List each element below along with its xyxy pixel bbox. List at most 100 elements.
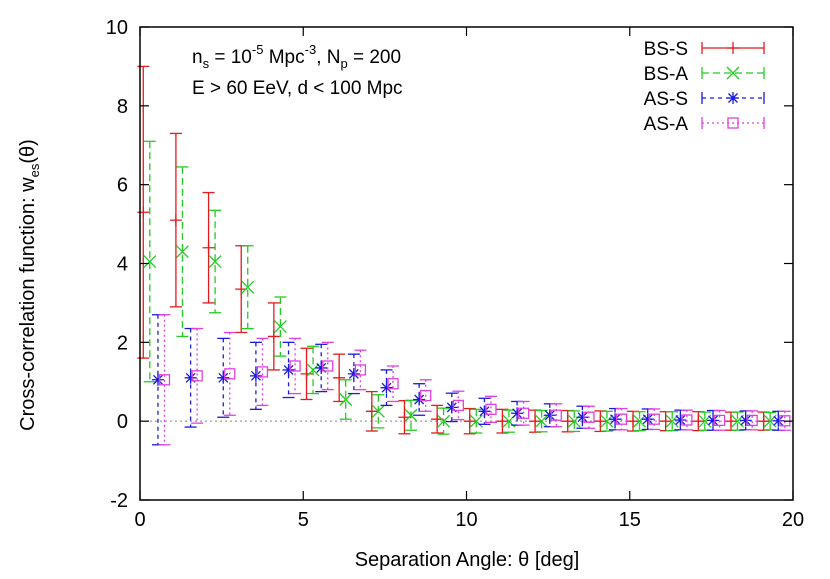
data-point — [583, 411, 595, 423]
ann-n-sub: s — [203, 56, 210, 71]
y-tick-label: -2 — [110, 490, 128, 512]
data-point — [550, 409, 562, 421]
data-point — [707, 414, 720, 427]
data-point — [543, 409, 556, 422]
y-axis-label: Cross-correlation function: wes(θ) — [17, 139, 42, 431]
data-point — [322, 360, 334, 372]
data-point — [241, 280, 255, 294]
data-point — [485, 403, 497, 415]
data-point — [713, 414, 726, 427]
data-point — [469, 414, 483, 428]
series-as-s — [151, 314, 785, 446]
data-point — [724, 415, 737, 428]
data-point — [692, 415, 705, 428]
ann-p-sub: p — [340, 56, 347, 71]
x-axis-label: Separation Angle: θ [deg] — [355, 549, 580, 571]
data-point — [333, 371, 346, 384]
data-point — [224, 368, 236, 380]
data-point — [627, 415, 640, 428]
x-tick-label: 0 — [134, 509, 145, 531]
y-tick-label: 8 — [117, 96, 128, 118]
data-point — [184, 371, 197, 384]
data-point — [535, 414, 549, 428]
data-point — [413, 393, 426, 406]
data-point — [365, 405, 378, 418]
data-point — [267, 330, 280, 343]
data-point — [609, 413, 622, 426]
data-point — [600, 414, 614, 428]
series-bs-a — [143, 140, 777, 435]
legend-label: AS-A — [644, 114, 689, 135]
data-point — [517, 407, 530, 419]
series-as-a — [158, 314, 791, 446]
data-point — [674, 413, 687, 426]
data-point — [665, 414, 679, 428]
data-point — [496, 415, 509, 428]
data-point — [648, 413, 660, 425]
data-point — [282, 363, 295, 376]
ann-n: n — [192, 47, 203, 68]
data-point — [169, 214, 182, 227]
data-point — [615, 413, 628, 425]
data-point — [300, 367, 313, 380]
ann-exp1: -5 — [252, 42, 264, 57]
y-tick-label: 6 — [117, 175, 128, 197]
data-point — [576, 411, 589, 424]
data-point — [478, 405, 491, 418]
data-point — [772, 414, 785, 427]
legend-marker — [727, 42, 739, 54]
ann-eq2: = 200 — [348, 47, 401, 68]
data-point — [191, 370, 203, 382]
data-point — [289, 360, 301, 372]
annotation-line-1: ns = 10-5 Mpc-3, Np = 200 — [192, 42, 401, 71]
data-point — [347, 367, 360, 380]
data-point — [387, 378, 399, 390]
data-point — [249, 369, 262, 382]
data-point — [561, 415, 574, 428]
data-point — [463, 415, 476, 428]
data-point — [437, 414, 451, 428]
ann-eq1: = 10 — [209, 47, 252, 68]
data-point — [256, 366, 269, 378]
y-axis-label-sub: es — [27, 163, 42, 177]
ann-exp2: -3 — [305, 42, 317, 57]
data-point — [208, 255, 222, 268]
data-point — [420, 389, 432, 402]
y-axis-label-main: Cross-correlation function: w — [17, 177, 39, 431]
legend-label: BS-S — [644, 39, 688, 60]
data-point — [151, 373, 164, 386]
data-point — [445, 401, 458, 414]
x-tick-label: 20 — [782, 509, 804, 531]
ann-sep: , N — [316, 47, 340, 68]
data-point — [511, 407, 524, 420]
data-point — [143, 255, 157, 268]
annotation-line-2: E > 60 EeV, d < 100 Mpc — [192, 78, 403, 99]
series-bs-s — [137, 65, 770, 435]
data-point — [529, 415, 542, 428]
data-point — [315, 361, 328, 374]
ann-unit: Mpc — [263, 47, 304, 68]
data-point — [641, 413, 654, 426]
data-point — [594, 415, 607, 428]
x-tick-label: 15 — [619, 509, 641, 531]
legend-marker — [727, 117, 739, 129]
data-point — [273, 320, 287, 334]
data-point — [202, 241, 215, 254]
data-point — [371, 404, 385, 418]
data-point — [158, 374, 171, 386]
data-point — [452, 399, 464, 412]
y-tick-label: 2 — [117, 332, 128, 354]
data-layer — [137, 65, 793, 446]
data-point — [306, 363, 320, 377]
legend-label: AS-S — [644, 89, 688, 110]
data-point — [659, 415, 672, 428]
data-point — [339, 393, 353, 406]
legend-marker — [727, 92, 739, 104]
data-point — [633, 414, 647, 428]
y-tick-label: 10 — [106, 17, 128, 39]
data-point — [681, 414, 693, 426]
data-point — [404, 408, 418, 422]
x-tick-label: 5 — [298, 509, 309, 531]
data-point — [175, 245, 189, 259]
